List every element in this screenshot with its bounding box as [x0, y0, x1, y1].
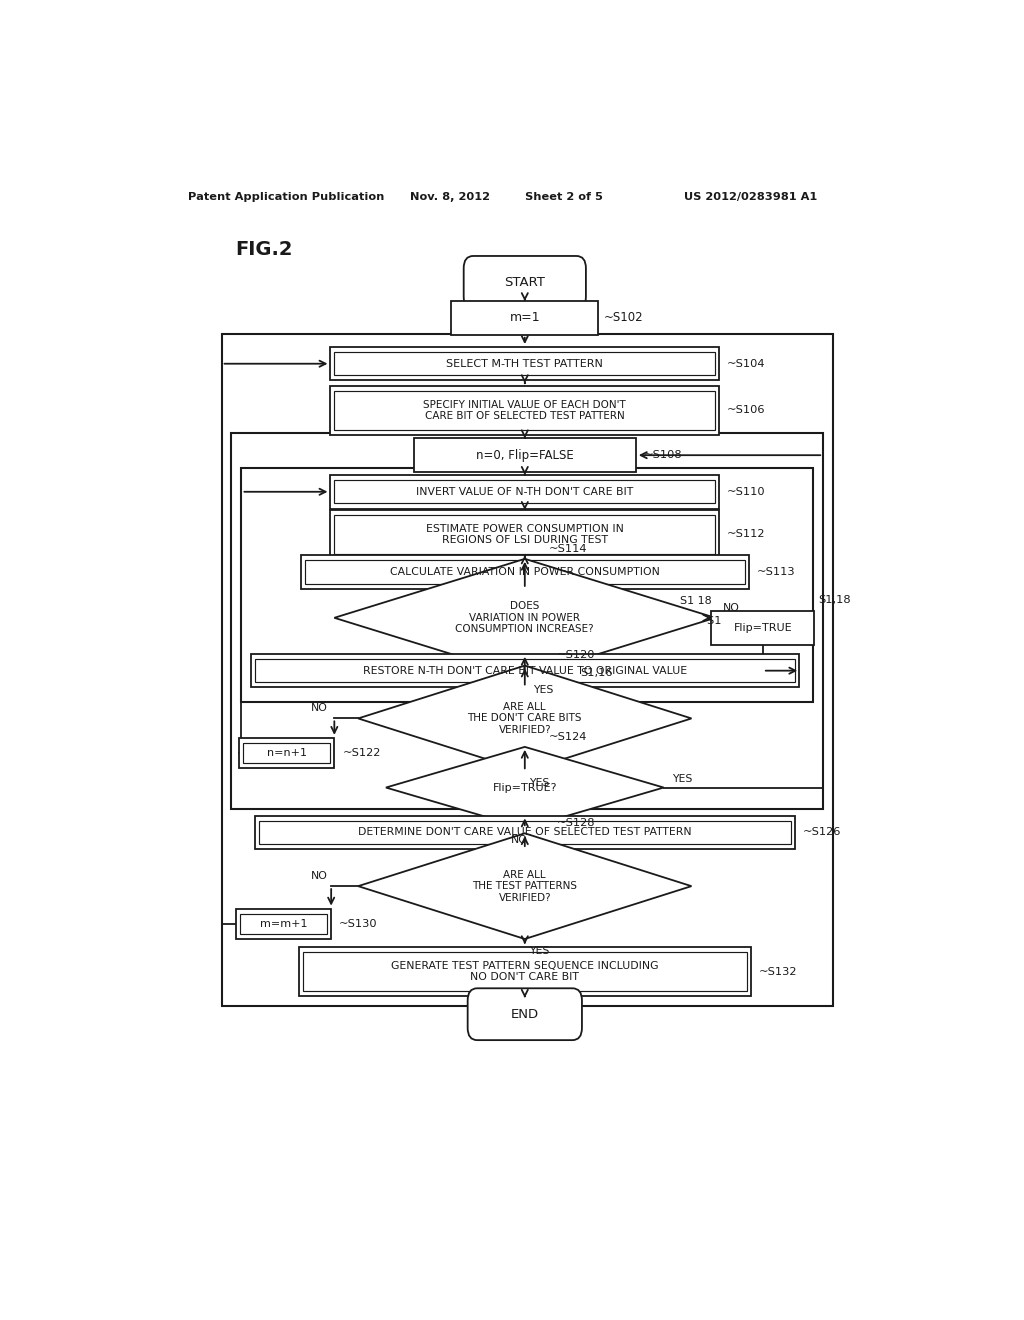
Text: ~S130: ~S130: [339, 919, 378, 929]
Text: ~S120: ~S120: [557, 651, 595, 660]
Text: ~S102: ~S102: [604, 312, 644, 325]
Text: YES: YES: [528, 779, 549, 788]
Bar: [334, 515, 715, 554]
Text: ~S106: ~S106: [727, 405, 766, 416]
Text: ~S104: ~S104: [727, 359, 766, 368]
Bar: [331, 385, 719, 434]
Bar: [242, 469, 813, 702]
Text: CALCULATE VARIATION IN POWER CONSUMPTION: CALCULATE VARIATION IN POWER CONSUMPTION: [390, 568, 659, 577]
Text: ~S124: ~S124: [549, 731, 587, 742]
Text: Patent Application Publication: Patent Application Publication: [187, 191, 384, 202]
Text: ~S132: ~S132: [759, 966, 798, 977]
Text: YES: YES: [528, 946, 549, 956]
Text: RESTORE N-TH DON'T CARE BIT VALUE TO ORIGINAL VALUE: RESTORE N-TH DON'T CARE BIT VALUE TO ORI…: [362, 665, 687, 676]
Bar: [236, 908, 331, 939]
Text: SPECIFY INITIAL VALUE OF EACH DON'T
CARE BIT OF SELECTED TEST PATTERN: SPECIFY INITIAL VALUE OF EACH DON'T CARE…: [424, 400, 626, 421]
Text: YES: YES: [672, 775, 692, 784]
Bar: [304, 561, 745, 583]
Bar: [255, 659, 795, 682]
Text: START: START: [505, 276, 545, 289]
Text: ~S126: ~S126: [803, 828, 841, 837]
Text: Nov. 8, 2012: Nov. 8, 2012: [410, 191, 489, 202]
Text: FIG.2: FIG.2: [236, 240, 293, 259]
Text: SELECT M-TH TEST PATTERN: SELECT M-TH TEST PATTERN: [446, 359, 603, 368]
Bar: [712, 611, 814, 644]
Text: ~S110: ~S110: [727, 487, 766, 496]
Bar: [331, 347, 719, 380]
Bar: [240, 913, 328, 935]
Bar: [452, 301, 598, 335]
Polygon shape: [334, 558, 715, 677]
Text: n=0, Flip=FALSE: n=0, Flip=FALSE: [476, 449, 573, 462]
Text: US 2012/0283981 A1: US 2012/0283981 A1: [684, 191, 817, 202]
FancyBboxPatch shape: [468, 989, 582, 1040]
Text: S1,16: S1,16: [581, 668, 612, 677]
Text: ~S114: ~S114: [549, 544, 587, 553]
Bar: [334, 480, 715, 503]
Bar: [331, 510, 719, 558]
Text: S1⁠ 18: S1⁠ 18: [680, 597, 712, 606]
Text: m=m+1: m=m+1: [260, 919, 307, 929]
Bar: [301, 556, 749, 589]
Bar: [299, 948, 751, 995]
Bar: [221, 334, 833, 1006]
Text: ~S128: ~S128: [557, 818, 595, 828]
Text: ESTIMATE POWER CONSUMPTION IN
REGIONS OF LSI DURING TEST: ESTIMATE POWER CONSUMPTION IN REGIONS OF…: [426, 524, 624, 545]
FancyBboxPatch shape: [464, 256, 586, 309]
Text: n=n+1: n=n+1: [266, 748, 307, 758]
Text: ARE ALL
THE DON'T CARE BITS
VERIFIED?: ARE ALL THE DON'T CARE BITS VERIFIED?: [468, 702, 582, 735]
Text: NO: NO: [310, 704, 328, 713]
Text: NO: NO: [511, 836, 527, 845]
Text: DOES
VARIATION IN POWER
CONSUMPTION INCREASE?: DOES VARIATION IN POWER CONSUMPTION INCR…: [456, 601, 594, 635]
Text: ~S122: ~S122: [342, 748, 381, 758]
Text: NO: NO: [310, 871, 328, 880]
Text: DETERMINE DON'T CARE VALUE OF SELECTED TEST PATTERN: DETERMINE DON'T CARE VALUE OF SELECTED T…: [358, 828, 691, 837]
Text: S1,18: S1,18: [818, 594, 851, 605]
Bar: [255, 816, 795, 849]
Bar: [334, 352, 715, 375]
Bar: [251, 653, 799, 688]
Text: YES: YES: [532, 685, 553, 694]
Text: ~S108: ~S108: [644, 450, 682, 461]
Text: GENERATE TEST PATTERN SEQUENCE INCLUDING
NO DON'T CARE BIT: GENERATE TEST PATTERN SEQUENCE INCLUDING…: [391, 961, 658, 982]
Text: Flip=TRUE: Flip=TRUE: [733, 623, 793, 634]
Bar: [259, 821, 791, 843]
Text: END: END: [511, 1007, 539, 1020]
Polygon shape: [358, 833, 691, 939]
Text: ~S112: ~S112: [727, 529, 766, 540]
Polygon shape: [386, 747, 664, 828]
Bar: [334, 391, 715, 430]
Text: ~S113: ~S113: [757, 568, 796, 577]
Bar: [231, 433, 823, 809]
Text: S1⁠: S1⁠: [708, 616, 722, 626]
Bar: [240, 738, 334, 768]
Bar: [243, 743, 331, 763]
Text: ARE ALL
THE TEST PATTERNS
VERIFIED?: ARE ALL THE TEST PATTERNS VERIFIED?: [472, 870, 578, 903]
Polygon shape: [358, 665, 691, 771]
Bar: [331, 475, 719, 508]
Text: NO: NO: [723, 603, 740, 612]
Text: Flip=TRUE?: Flip=TRUE?: [493, 783, 557, 792]
Text: m=1: m=1: [510, 312, 540, 325]
Text: INVERT VALUE OF N-TH DON'T CARE BIT: INVERT VALUE OF N-TH DON'T CARE BIT: [416, 487, 634, 496]
Text: Sheet 2 of 5: Sheet 2 of 5: [524, 191, 603, 202]
Bar: [414, 438, 636, 473]
Bar: [303, 952, 748, 991]
